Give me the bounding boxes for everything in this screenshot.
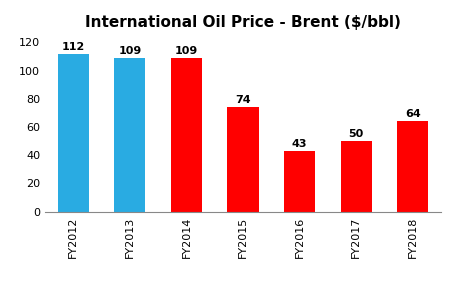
Text: 74: 74 [235,95,251,105]
Text: 109: 109 [118,46,141,56]
Text: 112: 112 [62,41,85,51]
Text: 64: 64 [405,109,421,119]
Text: 50: 50 [348,129,364,139]
Bar [284,151,315,212]
Text: 43: 43 [292,139,307,149]
Text: 109: 109 [175,46,198,56]
Bar [58,54,89,212]
Bar [341,141,372,212]
Bar [397,121,428,212]
Title: International Oil Price - Brent ($/bbl): International Oil Price - Brent ($/bbl) [85,15,401,30]
Bar [114,58,145,212]
Bar [227,107,259,212]
Bar [171,58,202,212]
